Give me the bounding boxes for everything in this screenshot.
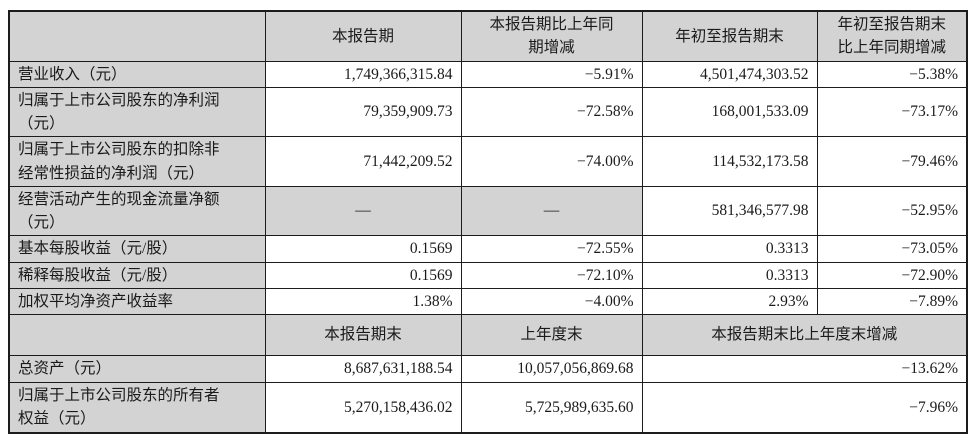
label-total-assets: 总资产（元） [8, 355, 266, 383]
label-basic-eps: 基本每股收益（元/股） [8, 235, 266, 263]
value-roe-ytd: 2.93% [641, 287, 818, 316]
value-roe-ytd-yoy: −7.89% [816, 287, 968, 316]
value-net-profit-current: 79,359,909.73 [264, 86, 462, 138]
value-roe-current: 1.38% [264, 287, 462, 316]
header2-blank-cell [8, 314, 266, 356]
row-net-profit: 归属于上市公司股东的净利润 （元） 79,359,909.73 −72.58% … [8, 86, 968, 138]
header-prior-year-end: 上年度末 [460, 314, 643, 356]
value-net-profit-ytd-yoy: −73.17% [816, 86, 968, 138]
value-net-profit-excl-yoy: −74.00% [460, 136, 643, 187]
value-cash-flow-ytd: 581,346,577.98 [641, 185, 818, 237]
row-net-profit-excl-nonrecurring: 归属于上市公司股东的扣除非 经常性损益的净利润（元） 71,442,209.52… [8, 136, 968, 187]
value-operating-revenue-yoy: −5.91% [460, 60, 643, 88]
value-operating-revenue-current: 1,749,366,315.84 [264, 60, 462, 88]
value-cash-flow-current-empty: — [264, 185, 462, 237]
value-owners-equity-change: −7.96% [641, 382, 968, 433]
row-operating-cash-flow: 经营活动产生的现金流量净额 （元） — — 581,346,577.98 −52… [8, 185, 968, 237]
header-year-to-date: 年初至报告期末 [641, 10, 818, 62]
value-net-profit-excl-current: 71,442,209.52 [264, 136, 462, 187]
value-diluted-eps-ytd: 0.3313 [641, 261, 818, 289]
header-row-period-end: 本报告期末 上年度末 本报告期末比上年度末增减 [8, 314, 968, 356]
value-total-assets-current: 8,687,631,188.54 [264, 355, 462, 383]
header-blank-cell [8, 10, 266, 62]
header-year-to-date-yoy-change: 年初至报告期末 比上年同期增减 [816, 10, 968, 62]
value-diluted-eps-current: 0.1569 [264, 261, 462, 289]
value-diluted-eps-yoy: −72.10% [460, 261, 643, 289]
row-operating-revenue: 营业收入（元） 1,749,366,315.84 −5.91% 4,501,47… [8, 60, 968, 88]
value-owners-equity-prior: 5,725,989,635.60 [460, 382, 643, 433]
row-diluted-eps: 稀释每股收益（元/股） 0.1569 −72.10% 0.3313 −72.90… [8, 261, 968, 289]
value-net-profit-ytd: 168,001,533.09 [641, 86, 818, 138]
row-basic-eps: 基本每股收益（元/股） 0.1569 −72.55% 0.3313 −73.05… [8, 235, 968, 263]
value-basic-eps-ytd: 0.3313 [641, 235, 818, 263]
row-weighted-avg-roe: 加权平均净资产收益率 1.38% −4.00% 2.93% −7.89% [8, 287, 968, 316]
financial-summary-table: 本报告期 本报告期比上年同 期增减 年初至报告期末 年初至报告期末 比上年同期增… [8, 10, 968, 434]
value-total-assets-change: −13.62% [641, 355, 968, 383]
value-net-profit-excl-ytd-yoy: −79.46% [816, 136, 968, 187]
value-roe-yoy: −4.00% [460, 287, 643, 316]
row-owners-equity: 归属于上市公司股东的所有者 权益（元） 5,270,158,436.02 5,7… [8, 382, 968, 433]
label-weighted-avg-roe: 加权平均净资产收益率 [8, 287, 266, 316]
value-diluted-eps-ytd-yoy: −72.90% [816, 261, 968, 289]
label-diluted-eps: 稀释每股收益（元/股） [8, 261, 266, 289]
header-current-period: 本报告期 [264, 10, 462, 62]
label-operating-revenue: 营业收入（元） [8, 60, 266, 88]
value-basic-eps-yoy: −72.55% [460, 235, 643, 263]
row-total-assets: 总资产（元） 8,687,631,188.54 10,057,056,869.6… [8, 355, 968, 383]
value-operating-revenue-ytd: 4,501,474,303.52 [641, 60, 818, 88]
value-total-assets-prior: 10,057,056,869.68 [460, 355, 643, 383]
value-cash-flow-ytd-yoy: −52.95% [816, 185, 968, 237]
label-net-profit-excl-nonrecurring: 归属于上市公司股东的扣除非 经常性损益的净利润（元） [8, 136, 266, 187]
label-operating-cash-flow: 经营活动产生的现金流量净额 （元） [8, 185, 266, 237]
value-cash-flow-yoy-empty: — [460, 185, 643, 237]
label-owners-equity: 归属于上市公司股东的所有者 权益（元） [8, 382, 266, 433]
value-net-profit-yoy: −72.58% [460, 86, 643, 138]
value-basic-eps-ytd-yoy: −73.05% [816, 235, 968, 263]
value-operating-revenue-ytd-yoy: −5.38% [816, 60, 968, 88]
label-net-profit: 归属于上市公司股东的净利润 （元） [8, 86, 266, 138]
header-current-period-yoy-change: 本报告期比上年同 期增减 [460, 10, 643, 62]
header-period-end-change: 本报告期末比上年度末增减 [641, 314, 968, 356]
header-row-period: 本报告期 本报告期比上年同 期增减 年初至报告期末 年初至报告期末 比上年同期增… [8, 10, 968, 62]
value-net-profit-excl-ytd: 114,532,173.58 [641, 136, 818, 187]
value-basic-eps-current: 0.1569 [264, 235, 462, 263]
value-owners-equity-current: 5,270,158,436.02 [264, 382, 462, 433]
header-current-period-end: 本报告期末 [264, 314, 462, 356]
